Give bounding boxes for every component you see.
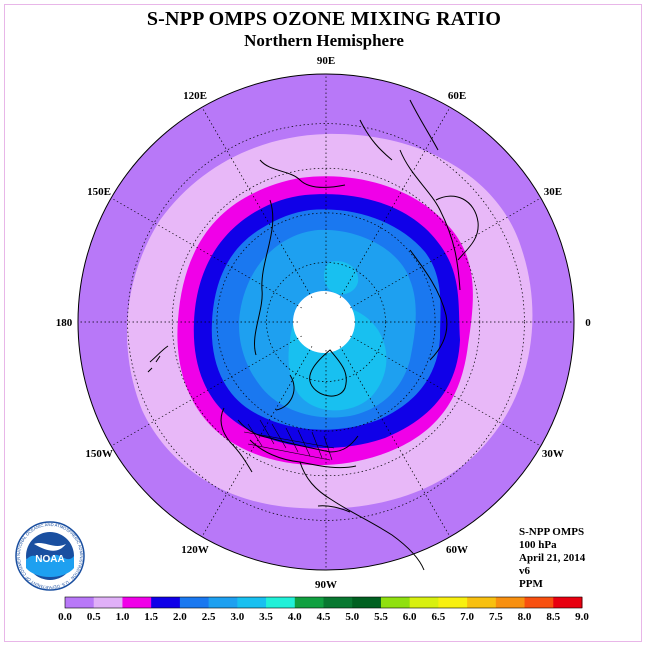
meridian-line xyxy=(339,346,451,537)
logo-text: NOAA xyxy=(35,554,64,565)
longitude-label: 150E xyxy=(87,186,111,198)
meridian-line xyxy=(201,346,313,537)
info-instrument: S-NPP OMPS xyxy=(519,526,585,538)
map-info-block: S-NPP OMPS 100 hPa April 21, 2014 v6 PPM xyxy=(519,526,585,591)
meridian-line xyxy=(339,107,451,298)
latitude-circle xyxy=(127,123,525,521)
longitude-label: 90W xyxy=(315,579,337,591)
longitude-label: 30W xyxy=(542,448,564,460)
longitude-labels: 90E 60E 30E 0 30W 60W 90W 120W 150W 180 150E 120E xyxy=(56,55,592,591)
meridian-line xyxy=(201,107,313,298)
image-frame xyxy=(4,4,642,642)
noaa-logo: NOAA NATIONAL OCEANIC AND ATMOSPHERIC AD… xyxy=(14,520,85,591)
info-version: v6 xyxy=(519,565,530,577)
coastlines xyxy=(147,99,479,571)
longitude-label: 90E xyxy=(317,55,335,67)
map-title: S-NPP OMPS OZONE MIXING RATIO xyxy=(146,8,502,30)
longitude-label: 180 xyxy=(56,317,73,329)
longitude-label: 60W xyxy=(446,544,468,556)
meridian-line xyxy=(111,197,302,309)
info-units: PPM xyxy=(519,578,543,590)
band-3.0-3.5-patch xyxy=(324,261,359,295)
us-state-borders xyxy=(243,419,335,461)
latitude-circle xyxy=(266,262,386,382)
longitude-label: 30E xyxy=(544,186,562,198)
longitude-label: 60E xyxy=(448,90,466,102)
latitude-circle xyxy=(171,167,481,477)
meridian-line xyxy=(111,335,302,447)
meridian-line xyxy=(350,335,541,447)
polar-gap xyxy=(293,291,355,353)
meridian-line xyxy=(350,197,541,309)
longitude-label: 150W xyxy=(85,448,113,460)
map-subtitle: Northern Hemisphere xyxy=(244,31,404,50)
info-date: April 21, 2014 xyxy=(519,552,586,564)
info-level: 100 hPa xyxy=(519,539,557,551)
longitude-label: 120E xyxy=(183,90,207,102)
longitude-label: 120W xyxy=(181,544,209,556)
map-disc-outline xyxy=(77,73,575,571)
map-graticule xyxy=(78,74,574,570)
longitude-label: 0 xyxy=(585,317,591,329)
